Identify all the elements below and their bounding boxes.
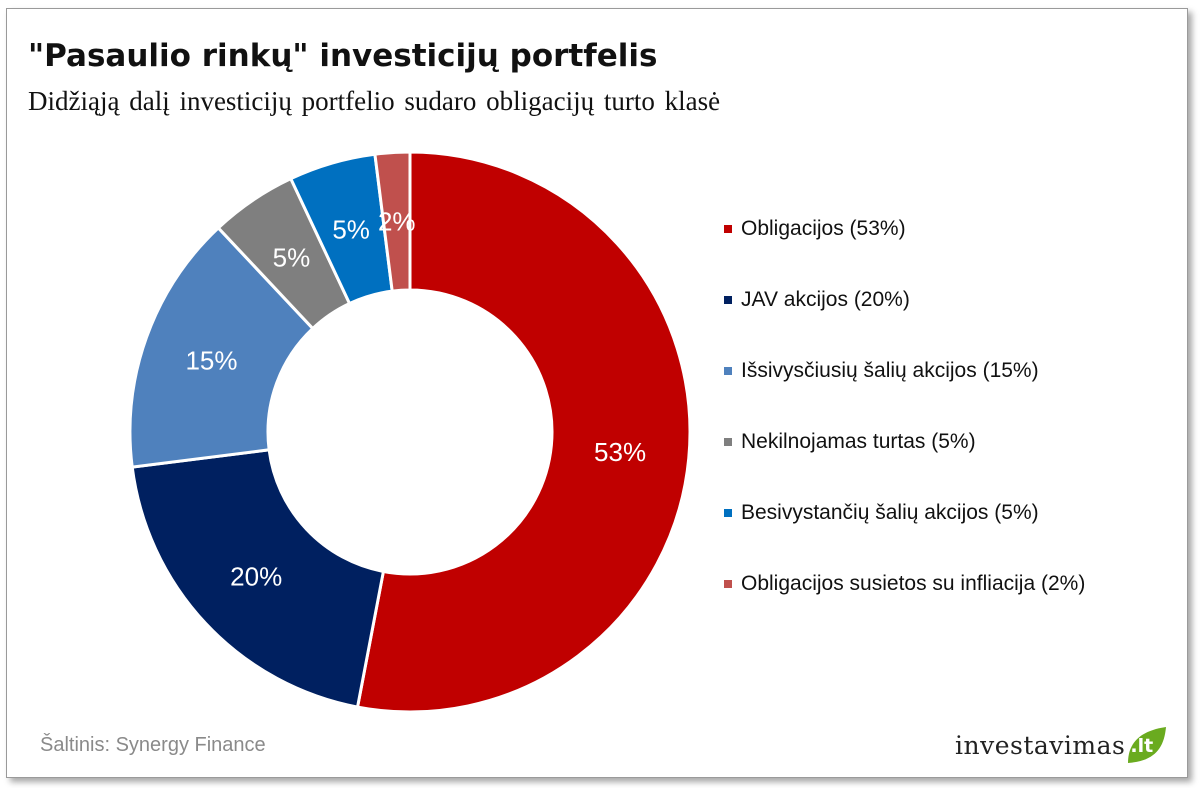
legend-label: JAV akcijos (20%) [741, 288, 910, 311]
legend-swatch [724, 509, 732, 517]
legend-item-3: Išsivysčiusių šalių akcijos (15%) [724, 356, 1039, 386]
legend-item-1: Obligacijos (53%) [724, 214, 906, 244]
data-label-4: 5% [273, 242, 311, 272]
donut-slice-1 [355, 150, 692, 714]
legend-label: Obligacijos susietos su infliacija (2%) [741, 572, 1086, 595]
legend-item-5: Besivystančių šalių akcijos (5%) [724, 498, 1039, 528]
brand-tld: .lt [1130, 735, 1154, 757]
data-label-5: 5% [332, 214, 370, 244]
legend-swatch [724, 225, 732, 233]
legend-item-4: Nekilnojamas turtas (5%) [724, 427, 976, 457]
brand-logo: investavimas .lt [955, 722, 1168, 768]
legend-swatch [724, 367, 732, 375]
chart-title: "Pasaulio rinkų" investicijų portfelis [28, 38, 658, 74]
legend-label: Besivystančių šalių akcijos (5%) [741, 501, 1039, 524]
data-label-1: 53% [594, 437, 646, 467]
data-label-2: 20% [230, 561, 282, 591]
legend-item-6: Obligacijos susietos su infliacija (2%) [724, 569, 1085, 599]
brand-name: investavimas [955, 730, 1126, 760]
donut-slice-2 [130, 448, 386, 709]
legend-item-2: JAV akcijos (20%) [724, 285, 910, 315]
donut-slice-6 [373, 150, 412, 293]
legend-swatch [724, 296, 732, 304]
leaf-icon: .lt [1126, 725, 1168, 765]
data-label-6: 2% [378, 206, 416, 236]
source-note: Šaltinis: Synergy Finance [40, 734, 266, 756]
legend-swatch [724, 580, 732, 588]
chart-subtitle: Didžiąją dalį investicijų portfelio suda… [28, 86, 721, 116]
legend-label: Nekilnojamas turtas (5%) [741, 430, 976, 453]
legend-swatch [724, 438, 732, 446]
legend-label: Obligacijos (53%) [741, 217, 906, 240]
legend-label: Išsivysčiusių šalių akcijos (15%) [741, 359, 1039, 382]
data-label-3: 15% [185, 346, 237, 376]
donut-slice-3 [128, 225, 315, 469]
